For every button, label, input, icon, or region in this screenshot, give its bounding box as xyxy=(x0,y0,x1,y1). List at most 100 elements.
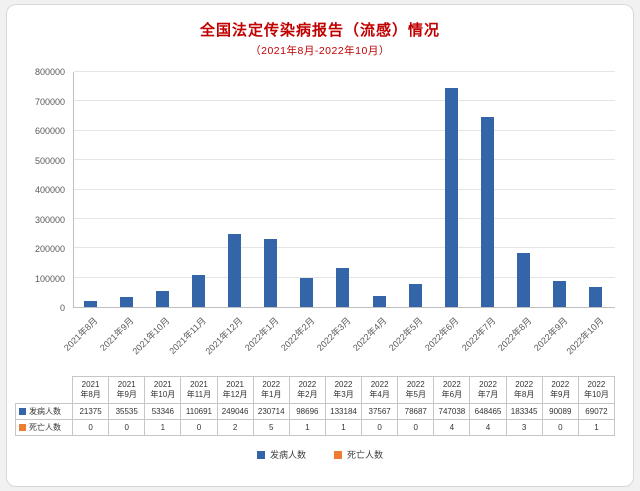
table-value: 0 xyxy=(398,420,435,436)
gridline xyxy=(74,217,615,219)
table-value: 5 xyxy=(253,420,290,436)
bar-group xyxy=(363,72,399,307)
cases-color-swatch xyxy=(256,450,265,459)
table-row-label: 发病人数 xyxy=(15,404,73,420)
table-value: 183345 xyxy=(506,404,543,420)
table-month-header: 2021 年8月 xyxy=(73,376,110,404)
table-month-header: 2022 年4月 xyxy=(362,376,399,404)
table-value: 78687 xyxy=(398,404,435,420)
cases-bar xyxy=(552,280,566,307)
table-value: 648465 xyxy=(470,404,507,420)
table-value: 3 xyxy=(506,420,543,436)
bars-row xyxy=(74,72,615,307)
table-month-header: 2022 年3月 xyxy=(325,376,363,404)
chart-title: 全国法定传染病报告（流感）情况 xyxy=(199,22,440,39)
legend-label-deaths: 死亡人数 xyxy=(347,450,384,460)
bar-group xyxy=(543,72,579,307)
table-month-header: 2022 年6月 xyxy=(434,376,471,404)
cases-bar xyxy=(444,87,458,307)
table-value: 0 xyxy=(109,420,146,436)
table-month-header: 2022 年5月 xyxy=(398,376,435,404)
y-axis-labels: 0 100000 200000 300000 400000 500000 600000 700… xyxy=(15,67,73,313)
y-tick-label: 100000 xyxy=(34,273,65,284)
gridline xyxy=(74,159,615,161)
gridline xyxy=(74,129,615,131)
bar-group xyxy=(435,72,471,307)
table-value: 53346 xyxy=(145,404,182,420)
table-value: 1 xyxy=(289,420,326,436)
cases-bar xyxy=(192,274,206,307)
table-month-header: 2022 年7月 xyxy=(470,376,507,404)
bar-group xyxy=(254,72,290,307)
report-panel: 全国法定传染病报告（流感）情况 （2021年8月-2022年10月） 0 1000… xyxy=(6,4,634,487)
y-tick-label: 500000 xyxy=(34,155,65,166)
data-table: 2021 年8月 2021 年9月 2021 年10月 2021 年11月 2021 年12月 20… xyxy=(15,376,615,436)
table-value: 37567 xyxy=(362,404,399,420)
gridline xyxy=(74,100,615,102)
table-value: 4 xyxy=(470,420,507,436)
table-value: 747038 xyxy=(434,404,471,420)
table-row-label: 死亡人数 xyxy=(15,420,73,436)
table-value: 0 xyxy=(542,420,579,436)
table-value: 1 xyxy=(578,420,615,436)
gridline xyxy=(74,71,615,72)
deaths-color-swatch xyxy=(334,450,342,459)
bar-group xyxy=(74,72,110,307)
table-value: 133184 xyxy=(325,404,363,420)
table-value: 98696 xyxy=(289,404,326,420)
y-tick-label: 300000 xyxy=(34,214,65,225)
table-value: 2 xyxy=(217,420,254,436)
y-tick-label: 700000 xyxy=(34,96,65,107)
table-month-header: 2022 年8月 xyxy=(506,376,543,404)
table-value: 35535 xyxy=(109,404,146,420)
plot-area xyxy=(73,71,615,308)
legend-item-deaths: 死亡人数 xyxy=(334,448,383,461)
legend-label-cases: 发病人数 xyxy=(269,450,306,460)
bar-group xyxy=(146,72,182,307)
table-value: 1 xyxy=(325,420,363,436)
table-month-header: 2021 年12月 xyxy=(217,376,254,404)
bar-group xyxy=(290,72,326,307)
table-value: 21375 xyxy=(73,404,110,420)
table-month-header: 2022 年9月 xyxy=(542,376,579,404)
bar-group xyxy=(507,72,543,307)
series-color-swatch xyxy=(19,408,26,415)
series-color-swatch xyxy=(19,424,26,431)
series-name: 发病人数 xyxy=(29,407,61,416)
table-value: 249046 xyxy=(217,404,254,420)
table-month-header: 2022 年2月 xyxy=(289,376,326,404)
bar-group xyxy=(182,72,218,307)
table-month-header: 2021 年10月 xyxy=(145,376,182,404)
table-value: 230714 xyxy=(253,404,290,420)
table-value: 0 xyxy=(362,420,399,436)
y-tick-label: 800000 xyxy=(34,67,65,77)
x-tick-cell: 2022年10月 xyxy=(564,308,615,374)
cases-bar xyxy=(372,295,386,307)
cases-bar xyxy=(300,278,314,307)
table-corner xyxy=(15,376,73,404)
cases-bar xyxy=(228,233,242,307)
y-tick-label: 200000 xyxy=(34,244,65,254)
table-value: 1 xyxy=(145,420,182,436)
bar-group xyxy=(399,72,435,307)
cases-bar xyxy=(264,239,278,307)
cases-bar xyxy=(156,291,170,307)
cases-bar xyxy=(516,253,530,307)
bar-group xyxy=(326,72,362,307)
table-value: 90089 xyxy=(542,404,579,420)
bar-group xyxy=(110,72,146,307)
cases-bar xyxy=(588,286,602,307)
cases-bar xyxy=(120,296,134,307)
table-month-header: 2022 年10月 xyxy=(578,376,615,404)
bar-group xyxy=(218,72,254,307)
chart-subtitle: （2021年8月-2022年10月） xyxy=(250,45,390,57)
y-tick-label: 600000 xyxy=(34,126,65,136)
gridline xyxy=(74,188,615,190)
bar-chart: 0 100000 200000 300000 400000 500000 600000 700… xyxy=(15,67,615,374)
bar-group xyxy=(579,72,615,307)
table-value: 69072 xyxy=(578,404,615,420)
table-month-header: 2022 年1月 xyxy=(253,376,290,404)
table-value: 4 xyxy=(434,420,471,436)
cases-bar xyxy=(336,267,350,307)
